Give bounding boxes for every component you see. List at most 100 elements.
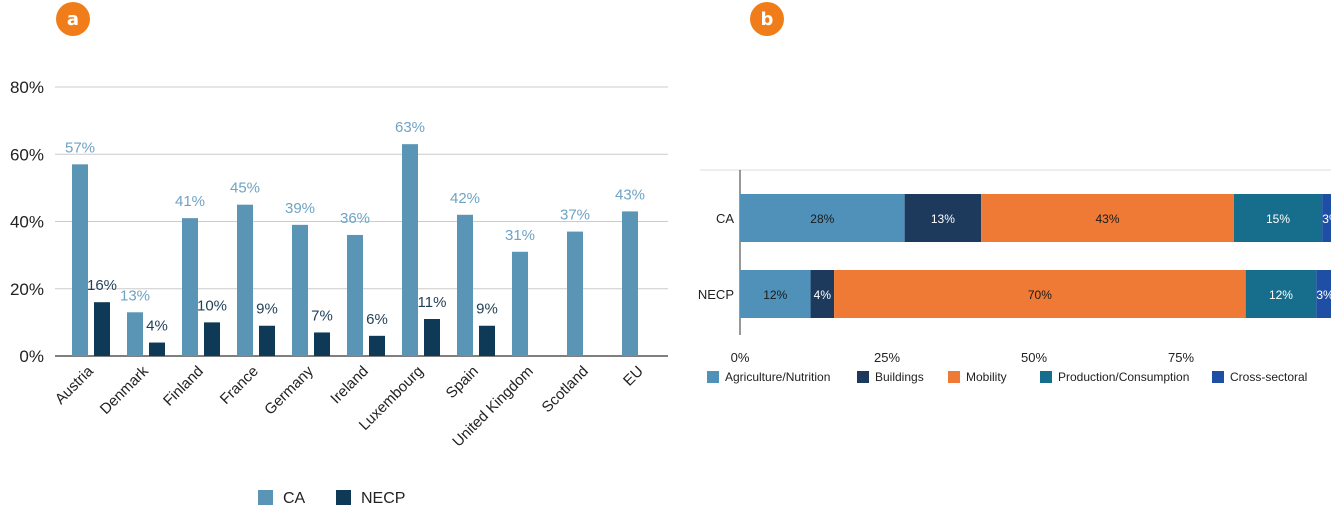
x-tick-label-a: Austria [52,362,97,407]
y-tick-label-a: 40% [10,213,44,232]
data-label-necp: 4% [146,318,168,335]
segment-b [1245,270,1317,318]
panel-b-badge: b [750,2,784,36]
data-label-ca: 13% [120,287,150,304]
x-tick-label-a: Finland [160,363,207,410]
y-tick-label-a: 20% [10,280,44,299]
segment-label-b: 12% [763,288,787,302]
panel-a-badge: a [56,2,90,36]
data-label-ca: 37% [560,207,590,224]
data-label-ca: 43% [615,186,645,203]
bar-necp [259,325,275,356]
bar-necp [369,335,385,356]
x-tick-label-a: EU [620,363,647,390]
segment-label-b: 3% [1316,288,1331,302]
segment-label-b: 15% [1266,212,1290,226]
data-label-necp: 11% [418,294,447,311]
chart-a: 0% 20% 40% 60% 80% 57% 16% Austria 13% 4% Denmark 4… [10,78,668,507]
bar-ca [292,224,308,356]
legend-label-b: Production/Consumption [1058,370,1189,384]
data-label-ca: 42% [450,190,480,207]
bar-ca [402,144,418,356]
segment-label-b: 28% [810,212,834,226]
segment-label-b: 43% [1095,212,1119,226]
y-tick-label-a: 80% [10,78,44,97]
segment-b [810,270,835,318]
legend-swatch-b [857,371,869,383]
bar-necp [204,322,220,356]
segment-label-b: 70% [1028,288,1052,302]
data-label-ca: 63% [395,119,425,136]
data-label-necp: 16% [87,277,117,294]
bar-ca [512,251,528,356]
bar-ca [182,218,198,356]
segment-label-b: 13% [931,212,955,226]
y-tick-label-b: CA [716,211,734,226]
data-label-necp: 9% [476,301,498,318]
data-label-ca: 36% [340,210,370,227]
x-tick-label-b: 0% [731,350,750,365]
legend-swatch-b [948,371,960,383]
data-label-ca: 57% [65,139,95,156]
bar-necp [149,342,165,356]
data-label-ca: 39% [285,200,315,217]
bar-ca [457,214,473,356]
segment-label-b: 12% [1269,288,1293,302]
segment-label-b: 3% [1322,212,1331,226]
segment-label-b: 4% [814,288,832,302]
legend-swatch-necp [336,490,351,505]
bar-ca [347,234,363,356]
x-tick-label-a: Spain [443,363,482,402]
legend-swatch-b [1040,371,1052,383]
bar-necp [424,319,440,356]
bar-necp [94,302,110,356]
y-tick-label-a: 60% [10,145,44,164]
panel-a-badge-circle [56,2,90,36]
bar-necp [479,325,495,356]
legend-swatch-ca [258,490,273,505]
bar-ca [567,231,583,356]
x-tick-label-a: Germany [261,362,317,418]
segment-b [834,270,1246,318]
x-tick-label-a: Scotland [539,363,592,416]
data-label-necp: 7% [311,307,333,324]
data-label-ca: 41% [175,193,205,210]
data-label-necp: 10% [197,297,227,314]
legend-label-b: Cross-sectoral [1230,370,1307,384]
data-label-necp: 6% [366,311,388,328]
bar-necp [314,332,330,356]
segment-b [740,270,811,318]
x-tick-label-a: Ireland [327,363,371,407]
segment-b [904,194,982,242]
segment-b [1316,270,1331,318]
bar-ca [237,204,253,356]
segment-b [981,194,1234,242]
segment-b [1322,194,1331,242]
segment-b [1233,194,1323,242]
bar-ca [72,164,88,356]
data-label-ca: 45% [230,180,260,197]
legend-label-necp: NECP [361,490,405,507]
y-tick-label-a: 0% [19,347,44,366]
legend-label-ca: CA [283,490,306,507]
x-tick-label-b: 75% [1168,350,1194,365]
data-label-ca: 31% [505,227,535,244]
legend-label-b: Buildings [875,370,924,384]
panel-b-badge-circle [750,2,784,36]
legend-label-b: Agriculture/Nutrition [725,370,830,384]
segment-b [740,194,905,242]
x-tick-label-a: France [217,363,262,408]
panel-a-label: a [67,9,79,30]
bar-ca [127,312,143,356]
panel-b-label: b [761,9,774,30]
y-tick-label-b: NECP [698,287,734,302]
bar-ca [622,211,638,356]
legend-swatch-b [707,371,719,383]
legend-swatch-b [1212,371,1224,383]
x-tick-label-a: Denmark [97,362,152,417]
legend-label-b: Mobility [966,370,1007,384]
data-label-necp: 9% [256,301,278,318]
x-tick-label-b: 50% [1021,350,1047,365]
chart-b: 28% 13% 43% 15% 3% CA 12% 4% 70% 12% 3% NECP 0% 25% 50… [698,169,1331,384]
